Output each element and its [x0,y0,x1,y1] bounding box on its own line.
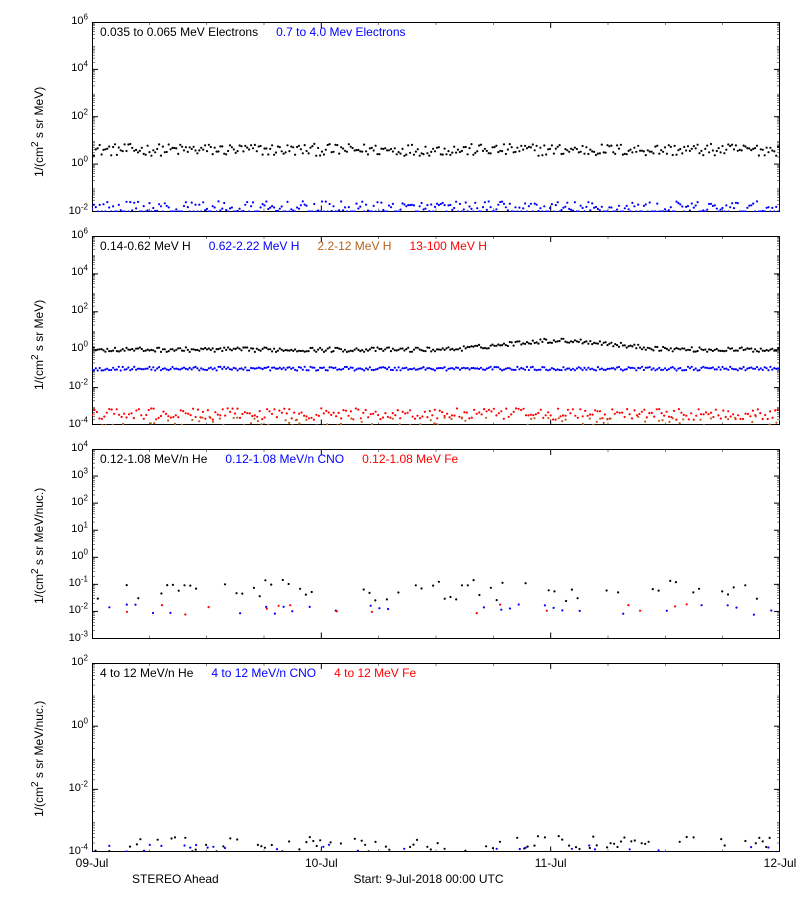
ytick-label: 106 [52,230,88,241]
ylabel-electrons: 1/(cm2 s sr MeV) [30,87,46,177]
ytick-label: 103 [52,470,88,481]
ylabel-protons: 1/(cm2 s sr MeV) [30,300,46,390]
ytick-label: 100 [52,343,88,354]
legend-ions_high: 4 to 12 MeV/n He 4 to 12 MeV/n CNO 4 to 12… [100,666,416,680]
ytick-label: 101 [52,524,88,535]
ytick-label: 100 [52,720,88,731]
ytick-label: 104 [52,443,88,454]
legend-item: 13-100 MeV H [409,239,486,253]
stereo-het-plot: 10-2 100 102 104 106 1/(cm2 s sr MeV) 0.035 to… [0,0,800,900]
ytick-label: 10-1 [52,578,88,589]
legend-ions_low: 0.12-1.08 MeV/n He 0.12-1.08 MeV/n CNO 0.1… [100,452,458,466]
ylabel-ions_high: 1/(cm2 s sr MeV/nuc.) [30,701,46,817]
ylabel-ions_low: 1/(cm2 s sr MeV/nuc.) [30,488,46,604]
ytick-label: 10-2 [52,605,88,616]
legend-item: 0.14-0.62 MeV H [100,239,191,253]
plot-ions_high [92,663,780,853]
legend-item: 2.2-12 MeV H [317,239,391,253]
ytick-label: 102 [52,305,88,316]
xtick-label: 11-Jul [535,856,567,870]
ytick-label: 10-3 [52,633,88,644]
legend-electrons: 0.035 to 0.065 MeV Electrons 0.7 to 4.0 M… [100,25,406,39]
legend-item: 4 to 12 MeV/n He [100,666,193,680]
ytick-label: 102 [52,497,88,508]
plot-protons [92,236,780,426]
footer-mission: STEREO Ahead [132,872,219,886]
legend-item: 4 to 12 MeV/n CNO [211,666,316,680]
legend-protons: 0.14-0.62 MeV H 0.62-2.22 MeV H 2.2-12 MeV… [100,239,487,253]
ytick-label: 10-2 [52,783,88,794]
ytick-label: 102 [52,111,88,122]
legend-item: 4 to 12 MeV Fe [334,666,416,680]
xtick-label: 10-Jul [305,856,338,870]
xtick-label: 12-Jul [764,856,797,870]
ytick-label: 100 [52,551,88,562]
plot-electrons [92,22,780,212]
ytick-label: 10-2 [52,206,88,217]
legend-item: 0.62-2.22 MeV H [209,239,300,253]
legend-item: 0.7 to 4.0 Mev Electrons [276,25,405,39]
legend-item: 0.12-1.08 MeV/n CNO [225,452,344,466]
ytick-label: 10-4 [52,419,88,430]
ytick-label: 104 [52,63,88,74]
ytick-label: 10-2 [52,381,88,392]
legend-item: 0.12-1.08 MeV/n He [100,452,207,466]
ytick-label: 102 [52,657,88,668]
plot-ions_low [92,449,780,639]
ytick-label: 100 [52,158,88,169]
ytick-label: 104 [52,267,88,278]
footer-start-time: Start: 9-Jul-2018 00:00 UTC [353,872,503,886]
xtick-label: 09-Jul [76,856,109,870]
legend-item: 0.035 to 0.065 MeV Electrons [100,25,258,39]
ytick-label: 106 [52,16,88,27]
legend-item: 0.12-1.08 MeV Fe [362,452,458,466]
